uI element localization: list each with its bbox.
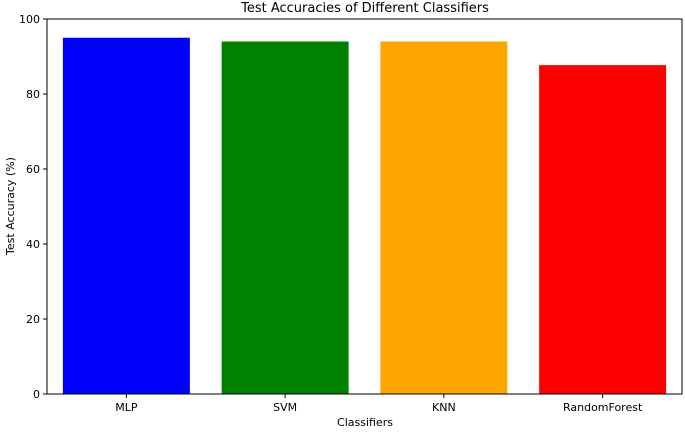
plot-area [46,18,683,395]
x-tick-label: RandomForest [563,401,643,414]
y-tick-label: 60 [26,163,40,176]
bar-knn [380,41,508,394]
y-tick-label: 20 [26,313,40,326]
plot-frame [46,18,683,395]
x-axis: MLP SVM KNN RandomForest [115,394,643,414]
y-axis-label: Test Accuracy (%) [4,157,17,256]
bar-svm [221,41,349,394]
x-tick-label: SVM [273,401,297,414]
y-tick-label: 100 [19,13,40,26]
y-axis: 0 20 40 60 80 100 [19,13,47,401]
bar-randomforest [539,65,667,394]
y-tick-label: 0 [33,388,40,401]
x-tick-label: MLP [115,401,138,414]
chart-title: Test Accuracies of Different Classifiers [240,1,489,16]
x-tick-label: KNN [432,401,456,414]
x-axis-label: Classifiers [337,416,393,429]
bar-mlp [62,37,190,394]
y-tick-label: 40 [26,238,40,251]
y-tick-label: 80 [26,88,40,101]
